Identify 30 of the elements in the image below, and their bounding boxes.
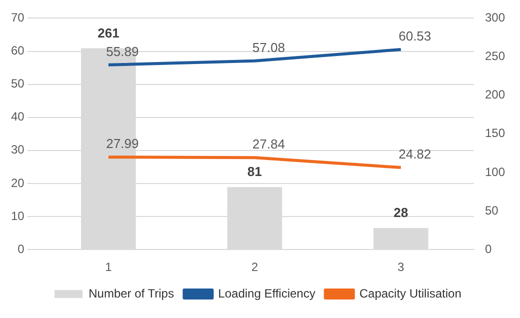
y-tick-label: 40 xyxy=(10,110,25,124)
data-label: 55.89 xyxy=(106,44,139,59)
data-label: 57.08 xyxy=(252,40,285,55)
y-tick-label: 0 xyxy=(18,242,25,256)
legend-label: Loading Efficiency xyxy=(218,286,316,300)
y-tick-label: 60 xyxy=(10,44,25,58)
y-tick-label: 30 xyxy=(10,142,25,157)
x-tick-label: 3 xyxy=(398,260,405,274)
y2-tick-label: 150 xyxy=(484,126,506,140)
y-tick-label: 20 xyxy=(10,176,25,190)
data-label: 81 xyxy=(247,164,262,180)
data-label: 27.99 xyxy=(106,136,139,152)
legend-label: Capacity Utilisation xyxy=(359,286,462,300)
y2-tick-label: 250 xyxy=(484,49,506,64)
y-tick-label: 50 xyxy=(10,76,25,91)
y-tick-label: 70 xyxy=(10,10,25,25)
y2-tick-label: 300 xyxy=(484,10,506,25)
y-tick-label: 10 xyxy=(10,208,25,223)
data-label: 60.53 xyxy=(398,28,432,44)
data-label: 261 xyxy=(98,25,120,40)
y2-tick-label: 50 xyxy=(484,203,499,218)
x-tick-label: 1 xyxy=(105,260,112,274)
x-tick-label: 2 xyxy=(251,260,258,274)
y2-tick-label: 200 xyxy=(484,88,506,102)
data-label: 24.82 xyxy=(398,146,432,162)
y2-tick-label: 0 xyxy=(484,242,492,256)
y2-tick-label: 100 xyxy=(484,164,506,179)
data-label: 28 xyxy=(394,205,408,220)
legend-label: Number of Trips xyxy=(88,286,174,300)
data-label: 27.84 xyxy=(252,136,285,152)
